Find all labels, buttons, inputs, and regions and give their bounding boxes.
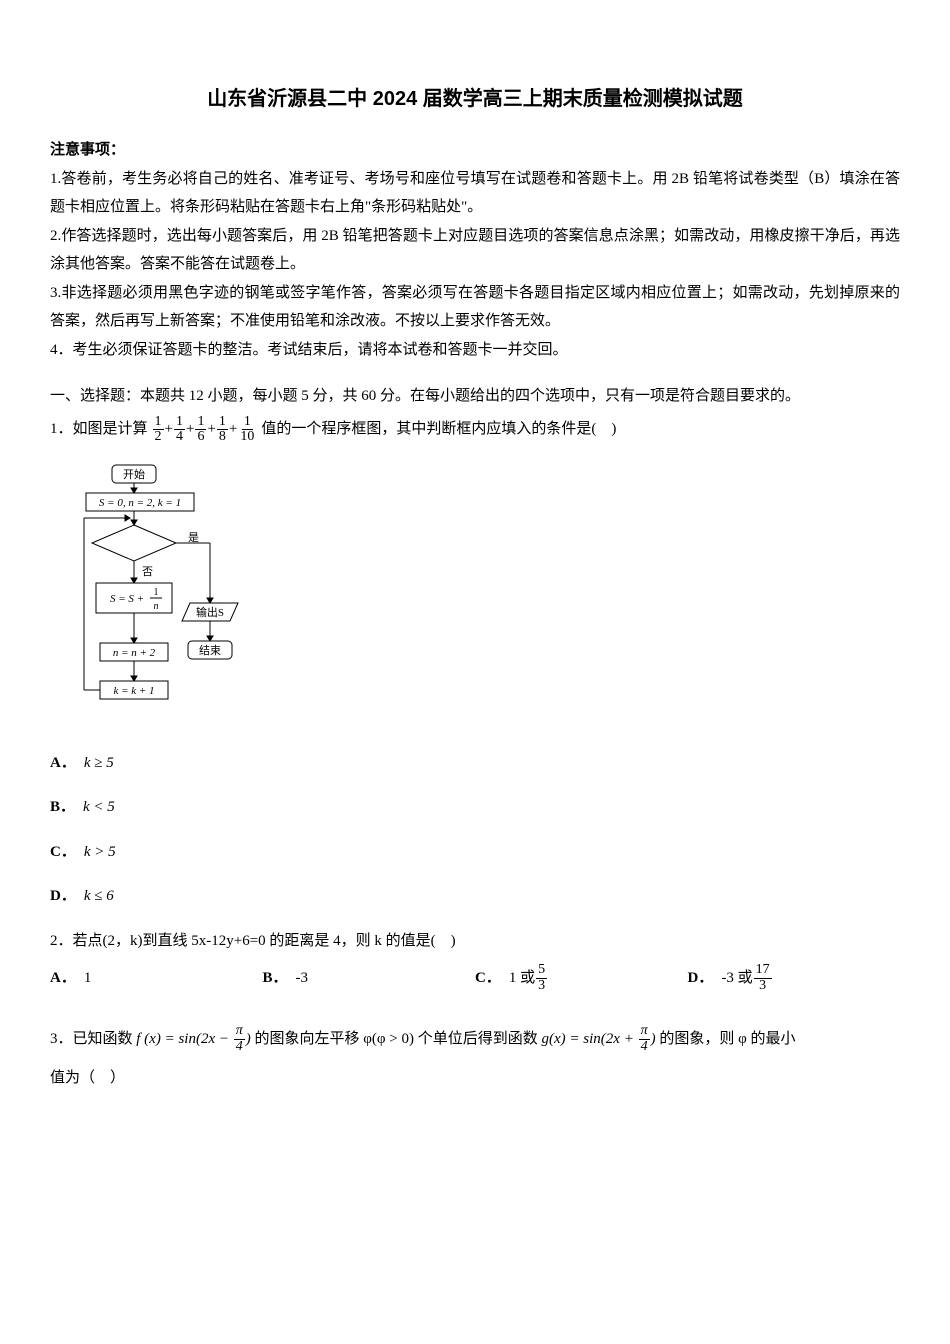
svg-text:n: n — [154, 601, 159, 612]
plus-icon: + — [229, 415, 237, 444]
q1-frac-1: 12 — [153, 415, 164, 445]
page-title: 山东省沂源县二中 2024 届数学高三上期末质量检测模拟试题 — [50, 80, 900, 118]
q1-prefix: 1．如图是计算 — [50, 415, 148, 444]
notice-item-4: 4．考生必须保证答题卡的整洁。考试结束后，请将本试卷和答题卡一并交回。 — [50, 336, 900, 365]
fc-incn: n = n + 2 — [113, 647, 156, 659]
fc-end: 结束 — [199, 644, 221, 657]
q3-gx: g(x) = sin(2x + π4) — [542, 1031, 660, 1047]
q2-option-d: D．-3 或 173 — [688, 963, 901, 993]
question-3: 3．已知函数 f (x) = sin(2x − π4) 的图象向左平移 φ(φ … — [50, 1020, 900, 1098]
notice-header: 注意事项： — [50, 136, 900, 165]
question-1: 1．如图是计算 12 + 14 + 16 + 18 + 110 值的一个程序框图… — [50, 415, 900, 445]
section-1-header: 一、选择题：本题共 12 小题，每小题 5 分，共 60 分。在每小题给出的四个… — [50, 382, 900, 411]
notice-item-2: 2.作答选择题时，选出每小题答案后，用 2B 铅笔把答题卡上对应题目选项的答案信… — [50, 222, 900, 279]
q1-frac-3: 16 — [195, 415, 206, 445]
notice-item-3: 3.非选择题必须用黑色字迹的钢笔或签字笔作答，答案必须写在答题卡各题目指定区域内… — [50, 279, 900, 336]
q1-option-c: C．k > 5 — [50, 838, 900, 867]
plus-icon: + — [186, 415, 194, 444]
fc-start: 开始 — [123, 467, 145, 481]
fc-init: S = 0, n = 2, k = 1 — [99, 497, 181, 509]
fc-yes-label: 是 — [188, 531, 199, 544]
svg-text:1: 1 — [154, 587, 159, 598]
q1-frac-4: 18 — [217, 415, 228, 445]
q1-suffix: 值的一个程序框图，其中判断框内应填入的条件是( ) — [261, 415, 616, 444]
q1-option-b: B．k < 5 — [50, 793, 900, 822]
notice-item-1: 1.答卷前，考生务必将自己的姓名、准考证号、考场号和座位号填写在试题卷和答题卡上… — [50, 165, 900, 222]
fc-no-label: 否 — [142, 566, 153, 578]
q2-text: 2．若点(2，k)到直线 5x-12y+6=0 的距离是 4，则 k 的值是( … — [50, 927, 900, 956]
plus-icon: + — [207, 415, 215, 444]
q3-fx: f (x) = sin(2x − π4) — [136, 1031, 254, 1047]
plus-icon: + — [165, 415, 173, 444]
q1-frac-2: 14 — [174, 415, 185, 445]
q1-option-a: A．k ≥ 5 — [50, 749, 900, 778]
q2-option-c: C．1 或 53 — [475, 963, 688, 993]
fc-inck: k = k + 1 — [113, 685, 154, 697]
q2-option-b: B．-3 — [263, 963, 476, 993]
fc-output: 输出S — [196, 605, 224, 619]
q3-line2: 值为（ ） — [50, 1059, 900, 1098]
svg-text:S = S +: S = S + — [110, 593, 144, 605]
q1-option-d: D．k ≤ 6 — [50, 882, 900, 911]
flowchart: 开始 S = 0, n = 2, k = 1 是 否 S = S + 1 n 输… — [82, 463, 900, 733]
q2-option-a: A．1 — [50, 963, 263, 993]
q1-frac-5: 110 — [238, 415, 256, 445]
question-2: 2．若点(2，k)到直线 5x-12y+6=0 的距离是 4，则 k 的值是( … — [50, 927, 900, 994]
